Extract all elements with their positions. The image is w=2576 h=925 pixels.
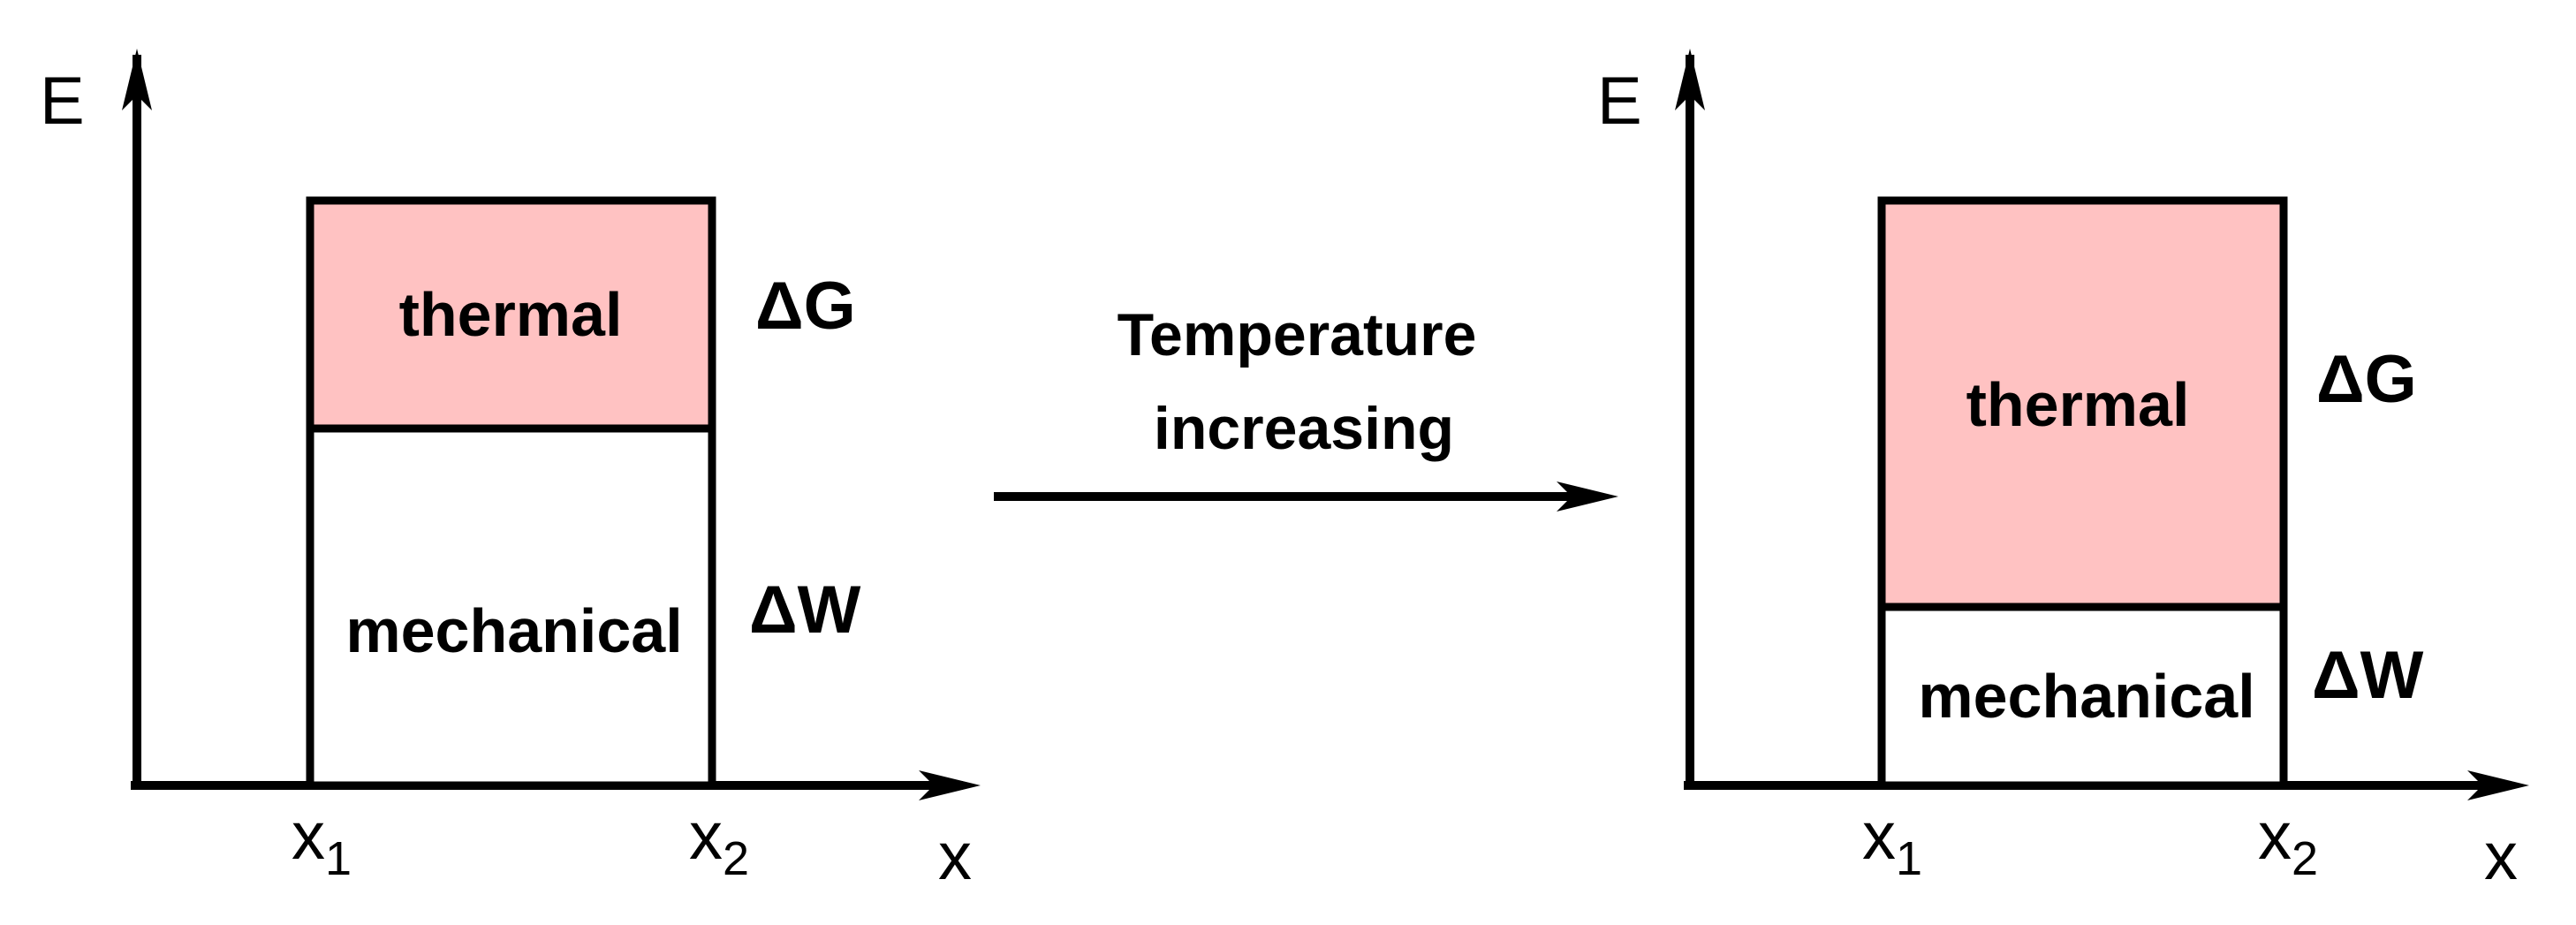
left-mechanical-label: mechanical [345,596,682,665]
left-panel: E x x1 x2 thermal mechanical ΔG ΔW [40,49,981,894]
right-delta-w-label: ΔW [2312,638,2424,713]
right-delta-g-label: ΔG [2316,342,2417,417]
left-x2-base: x [689,799,723,874]
right-x1-subscript: 1 [1896,832,1922,885]
left-x-axis-label: x [938,819,972,894]
right-x1-base: x [1862,799,1896,874]
left-delta-g-label: ΔG [755,269,856,344]
left-x2-subscript: 2 [723,832,749,885]
left-x1-subscript: 1 [325,832,352,885]
left-delta-w-label: ΔW [749,572,861,648]
left-x2-tick-label: x2 [689,799,749,885]
right-x2-tick-label: x2 [2258,799,2318,885]
left-x-axis-arrowhead [919,770,981,800]
left-x1-base: x [292,799,325,874]
right-x1-tick-label: x1 [1862,799,1922,885]
right-x2-base: x [2258,799,2292,874]
transition-caption-line2: increasing [1154,395,1454,462]
right-thermal-label: thermal [1966,370,2190,439]
right-panel: E x x1 x2 thermal mechanical ΔG ΔW [1597,49,2529,894]
right-x-axis-arrowhead [2467,770,2529,800]
left-thermal-block [306,196,716,433]
left-y-axis-arrowhead [122,49,152,110]
left-thermal-label: thermal [399,280,623,349]
right-x-axis-label: x [2484,819,2518,894]
left-x1-tick-label: x1 [292,799,352,885]
right-y-axis-arrowhead [1675,49,1705,110]
right-x2-subscript: 2 [2292,832,2318,885]
left-y-axis-label: E [40,64,85,139]
right-mechanical-label: mechanical [1918,662,2254,731]
transition-arrowhead [1557,481,1618,512]
transition-caption-line1: Temperature [1118,301,1477,368]
left-mechanical-block [306,424,716,790]
right-y-axis-label: E [1597,64,1642,139]
right-mechanical-block [1877,603,2288,790]
temperature-transition: Temperature increasing [994,301,1618,512]
